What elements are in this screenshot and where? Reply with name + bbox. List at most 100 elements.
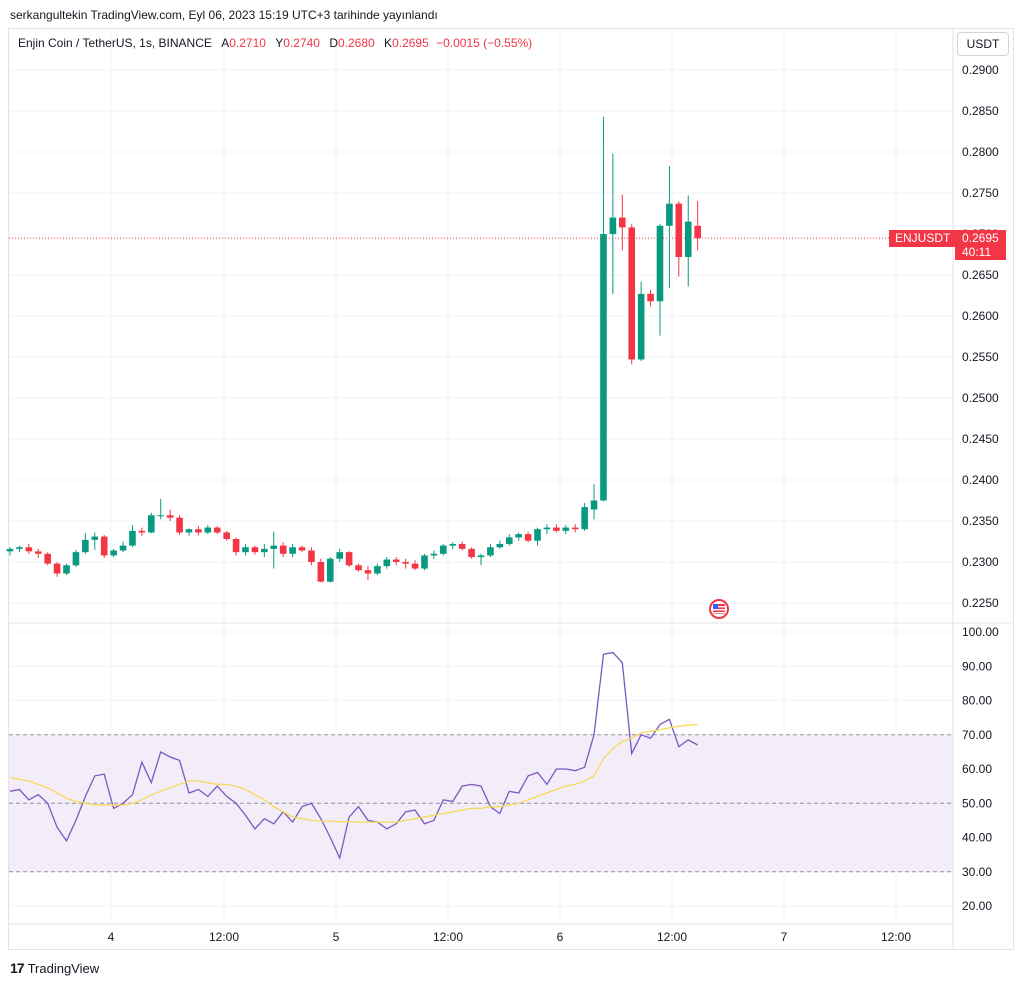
candle-body: [270, 545, 278, 549]
us-flag-icon[interactable]: [709, 599, 729, 619]
candle: [148, 512, 155, 534]
open-value: 0.2710: [229, 36, 266, 50]
candle-body: [261, 548, 268, 553]
candle-body: [148, 515, 155, 533]
candle-body: [487, 547, 494, 556]
candle: [242, 543, 249, 556]
candle-body: [53, 563, 61, 574]
candle-body: [251, 547, 259, 553]
candle: [487, 543, 494, 558]
price-tick-label: 0.2450: [962, 432, 999, 446]
candle-body: [110, 550, 117, 556]
candle-body: [34, 551, 42, 554]
candle: [345, 551, 353, 567]
candle-body: [63, 565, 70, 574]
candlestick-series: [6, 116, 701, 583]
candle: [619, 194, 626, 251]
x-tick-label: 12:00: [881, 930, 911, 944]
candle-body: [656, 225, 664, 302]
candle-body: [505, 537, 513, 544]
price-tick-label: 0.2750: [962, 186, 999, 200]
candle: [270, 531, 278, 569]
rsi-tick-label: 80.00: [962, 694, 992, 708]
axes: 4 12:00 5 12:00 6 12:00 7 12:00 0.2900 0.2850 0.28…: [108, 63, 999, 944]
candle: [440, 543, 447, 556]
x-tick-label: 12:00: [657, 930, 687, 944]
candle-body: [666, 203, 673, 226]
candle-body: [176, 517, 183, 533]
price-tick-label: 0.2350: [962, 514, 999, 528]
candle-body: [6, 548, 14, 552]
candle-body: [524, 534, 532, 541]
candle-body: [609, 217, 617, 234]
candle-body: [383, 559, 391, 567]
candle-body: [430, 553, 438, 556]
candle-body: [195, 529, 202, 533]
candle-body: [317, 562, 325, 582]
last-price-tag: 0.2695 40:11: [955, 230, 1006, 260]
candle: [392, 557, 400, 566]
candle: [195, 525, 202, 536]
candle: [581, 502, 588, 531]
candle-body: [119, 545, 127, 551]
x-tick-label: 12:00: [209, 930, 239, 944]
x-tick-label: 6: [557, 930, 564, 944]
candle-body: [543, 527, 551, 530]
candle-body: [694, 225, 701, 239]
publish-info: serkangultekin TradingView.com, Eyl 06, …: [10, 8, 438, 22]
candle: [449, 542, 457, 549]
candle: [600, 116, 607, 502]
candle: [477, 553, 485, 566]
candle: [138, 527, 146, 536]
candle-body: [16, 547, 23, 549]
rsi-pane: [9, 651, 953, 873]
tradingview-logo[interactable]: 17 TradingView: [10, 960, 99, 976]
candle-body: [279, 545, 287, 554]
candle: [100, 534, 108, 558]
candle-body: [619, 217, 626, 228]
candle: [185, 528, 193, 536]
candle: [279, 542, 287, 558]
candle: [91, 532, 99, 550]
candle: [261, 543, 268, 558]
rsi-tick-label: 50.00: [962, 796, 992, 810]
change-value: −0.0015 (−0.55%): [436, 36, 533, 50]
candle: [63, 563, 70, 576]
candle: [628, 224, 636, 365]
candle: [317, 558, 325, 583]
candle-body: [562, 527, 570, 531]
rsi-tick-label: 70.00: [962, 728, 992, 742]
candle-body: [326, 558, 334, 582]
candle: [53, 562, 61, 577]
candle: [590, 484, 598, 520]
close-label: K: [384, 36, 393, 50]
price-tick-label: 0.2400: [962, 473, 999, 487]
chart-frame: [8, 28, 1014, 950]
price-tick-label: 0.2250: [962, 596, 999, 610]
candle-body: [581, 507, 588, 530]
candle-body: [675, 203, 683, 257]
candle-body: [129, 530, 136, 546]
candle-body: [242, 547, 249, 553]
x-tick-label: 4: [108, 930, 115, 944]
candle: [553, 524, 560, 533]
tradingview-brand: TradingView: [27, 960, 100, 976]
candle: [166, 509, 174, 521]
candle-body: [298, 547, 306, 551]
price-tick-label: 0.2850: [962, 104, 999, 118]
candle-body: [345, 552, 353, 566]
candle-body: [364, 570, 372, 574]
candle-body: [355, 565, 362, 571]
currency-button[interactable]: USDT: [957, 32, 1009, 56]
symbol-name[interactable]: Enjin Coin / TetherUS, 1s, BINANCE: [18, 36, 212, 50]
candle: [336, 548, 343, 562]
pane-divider: [9, 29, 1013, 949]
candle-body: [647, 293, 654, 302]
candle: [25, 543, 33, 554]
candle-body: [449, 543, 457, 546]
candle: [355, 563, 362, 572]
candle: [213, 525, 221, 535]
candle-body: [402, 562, 409, 564]
candle: [6, 547, 14, 556]
